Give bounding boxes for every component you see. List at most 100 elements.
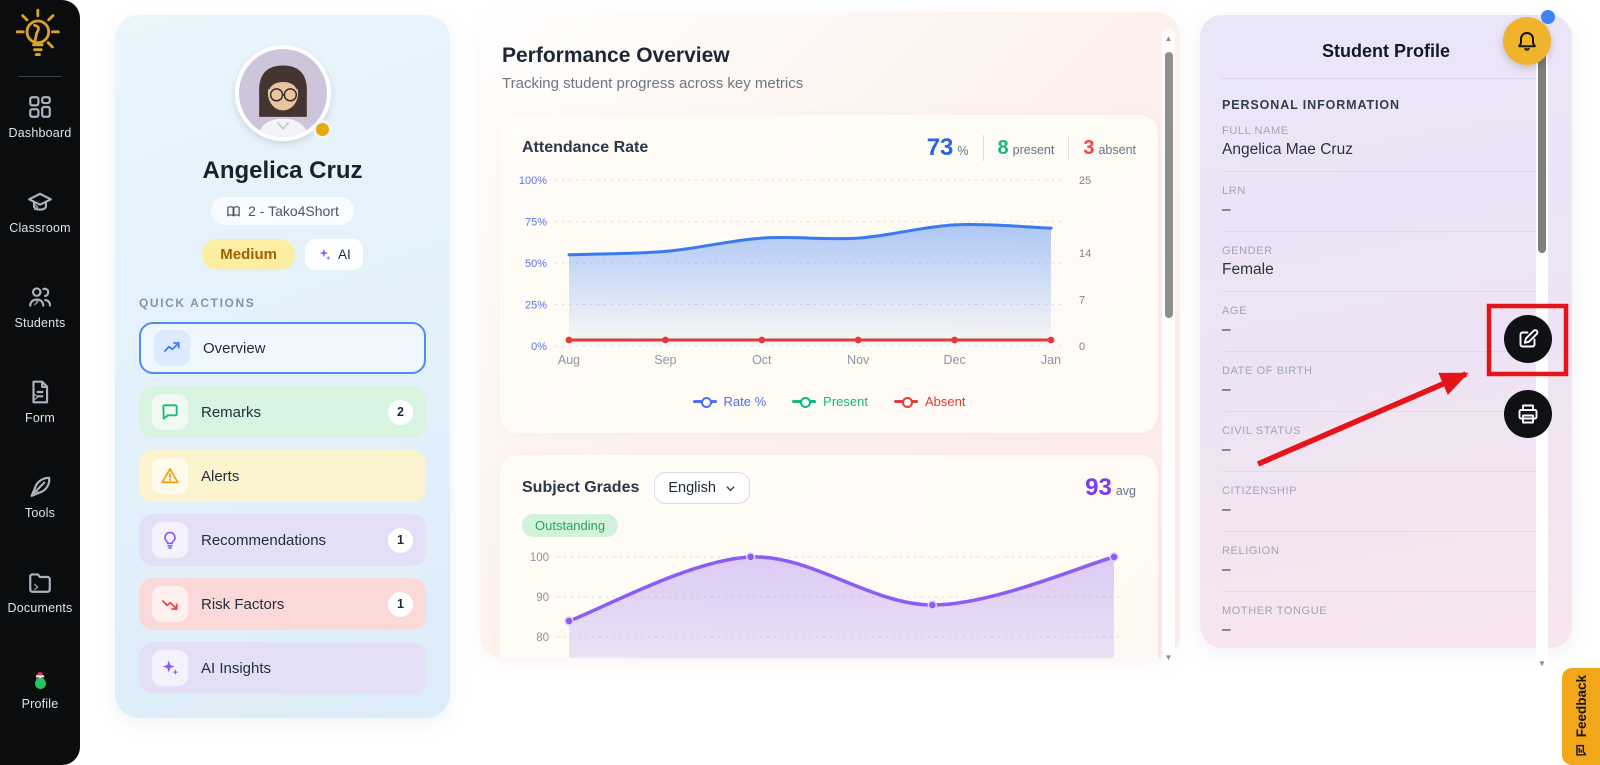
svg-text:Sep: Sep xyxy=(654,353,676,367)
sidebar-item-label: Profile xyxy=(21,697,59,711)
file-icon xyxy=(27,379,53,405)
scroll-down-arrow[interactable]: ▼ xyxy=(1538,659,1546,668)
svg-text:75%: 75% xyxy=(525,217,547,229)
bulb-logo-icon[interactable] xyxy=(14,8,66,68)
lightbulb-icon xyxy=(152,522,188,558)
attendance-card: Attendance Rate 73% 8 present 3 absent 0% 2… xyxy=(500,115,1158,433)
performance-scrollbar[interactable]: ▲ ▼ xyxy=(1162,28,1175,668)
users-icon xyxy=(27,284,53,310)
risk-status-dot xyxy=(312,120,332,139)
quick-action-remarks[interactable]: Remarks 2 xyxy=(139,386,426,438)
sidebar-item-label: Tools xyxy=(24,506,56,520)
class-pill: 2 - Tako4Short xyxy=(211,197,354,225)
subject-grades-card: Subject Grades English 93 avg Outstanding… xyxy=(500,455,1158,658)
profile-field-full-name: FULL NAME Angelica Mae Cruz xyxy=(1222,125,1353,158)
profile-field-civil-status: CIVIL STATUS – xyxy=(1222,425,1302,458)
legend-rate[interactable]: Rate % xyxy=(692,394,766,409)
svg-text:Nov: Nov xyxy=(847,353,870,367)
chevron-right-icon xyxy=(31,484,41,496)
scrollbar-thumb[interactable] xyxy=(1538,48,1546,253)
panel-subtitle: Tracking student progress across key met… xyxy=(502,75,804,92)
sidebar-item-label: Form xyxy=(25,411,55,425)
sparkles-icon xyxy=(319,248,331,261)
svg-text:Aug: Aug xyxy=(558,353,580,367)
profile-field-mother-tongue: MOTHER TONGUE – xyxy=(1222,605,1328,638)
feedback-chat-icon xyxy=(1576,745,1587,757)
bell-icon xyxy=(1518,32,1536,51)
printer-icon xyxy=(1518,404,1538,424)
notifications-button[interactable] xyxy=(1503,17,1551,65)
chevron-down-icon xyxy=(726,485,735,491)
feedback-button[interactable]: Feedback xyxy=(1562,668,1600,765)
sidebar-item-classroom[interactable]: Classroom xyxy=(0,189,80,235)
profile-title: Student Profile xyxy=(1321,41,1450,61)
legend-swatch xyxy=(692,396,717,408)
svg-text:25: 25 xyxy=(1079,175,1091,187)
sidebar-item-students[interactable]: Students xyxy=(0,284,80,330)
sidebar-item-tools[interactable]: Tools xyxy=(0,474,80,520)
quick-action-ai-insights[interactable]: AI Insights xyxy=(139,642,426,694)
edit-profile-button[interactable] xyxy=(1504,315,1552,363)
sparkles-icon xyxy=(152,650,188,686)
sidebar-item-profile[interactable]: T Profile xyxy=(0,664,80,711)
profile-field-lrn: LRN – xyxy=(1222,185,1246,218)
attendance-label: Attendance Rate xyxy=(522,139,649,156)
feedback-label: Feedback xyxy=(1573,675,1589,738)
ai-badge[interactable]: AI xyxy=(304,239,363,270)
svg-text:25%: 25% xyxy=(525,300,547,312)
svg-text:Dec: Dec xyxy=(943,353,965,367)
legend-swatch xyxy=(792,396,817,408)
sidebar-item-form[interactable]: Form xyxy=(0,379,80,425)
profile-field-citizenship: CITIZENSHIP – xyxy=(1222,485,1298,518)
rate-value: 73 xyxy=(926,134,954,161)
risk-level-badge: Medium xyxy=(202,239,295,270)
attendance-legend: Rate % Present Absent xyxy=(500,394,1158,409)
svg-text:Oct: Oct xyxy=(752,353,772,367)
chat-bubble-icon xyxy=(152,394,188,430)
grades-chart: 100 90 80 xyxy=(530,552,1123,658)
graduation-cap-icon xyxy=(27,189,53,215)
risk-count-badge: 1 xyxy=(388,591,413,617)
scrollbar-thumb[interactable] xyxy=(1164,52,1173,318)
profile-field-age: AGE – xyxy=(1222,305,1248,338)
sidebar-item-documents[interactable]: Documents xyxy=(0,569,80,615)
print-button[interactable] xyxy=(1504,390,1552,438)
online-status-dot xyxy=(35,678,47,689)
sidebar-item-label: Classroom xyxy=(9,221,71,235)
sidebar: Dashboard Classroom Students xyxy=(0,0,80,765)
grid-icon xyxy=(27,94,53,120)
notification-dot xyxy=(1541,10,1555,24)
legend-swatch xyxy=(893,396,918,408)
trend-down-icon xyxy=(152,586,188,622)
quick-action-overview[interactable]: Overview xyxy=(139,322,426,374)
scroll-down-arrow[interactable]: ▼ xyxy=(1164,653,1173,662)
quick-action-risk-factors[interactable]: Risk Factors 1 xyxy=(139,578,426,630)
folder-icon xyxy=(27,569,53,595)
legend-absent[interactable]: Absent xyxy=(893,394,965,409)
avatar: T xyxy=(35,672,47,689)
scroll-up-arrow[interactable]: ▲ xyxy=(1164,34,1173,43)
stat-divider xyxy=(1068,135,1070,161)
student-name: Angelica Cruz xyxy=(202,157,363,184)
quick-action-alerts[interactable]: Alerts xyxy=(139,450,426,502)
sidebar-item-dashboard[interactable]: Dashboard xyxy=(0,94,80,140)
attendance-chart: 0% 25% 50% 75% 100% 0 7 14 25 Aug Sep Oct Nov Dec Jan xyxy=(519,175,1091,367)
personal-information-heading: PERSONAL INFORMATION xyxy=(1222,98,1400,112)
svg-text:0%: 0% xyxy=(531,341,547,353)
profile-field-gender: GENDER Female xyxy=(1222,245,1274,278)
chevron-right-icon xyxy=(31,389,41,401)
student-photo xyxy=(234,45,331,141)
chevron-right-icon xyxy=(31,579,41,591)
svg-text:50%: 50% xyxy=(525,258,547,270)
subject-select[interactable]: English xyxy=(654,472,750,504)
svg-text:100: 100 xyxy=(530,552,549,564)
panel-title: Performance Overview xyxy=(502,44,730,67)
book-icon xyxy=(227,205,240,217)
legend-present[interactable]: Present xyxy=(792,394,868,409)
sidebar-item-label: Students xyxy=(14,316,66,330)
quick-action-recommendations[interactable]: Recommendations 1 xyxy=(139,514,426,566)
divider xyxy=(1222,78,1550,79)
recommendations-count-badge: 1 xyxy=(388,527,413,553)
sidebar-divider xyxy=(18,76,62,77)
quick-actions-heading: QUICK ACTIONS xyxy=(139,296,256,310)
